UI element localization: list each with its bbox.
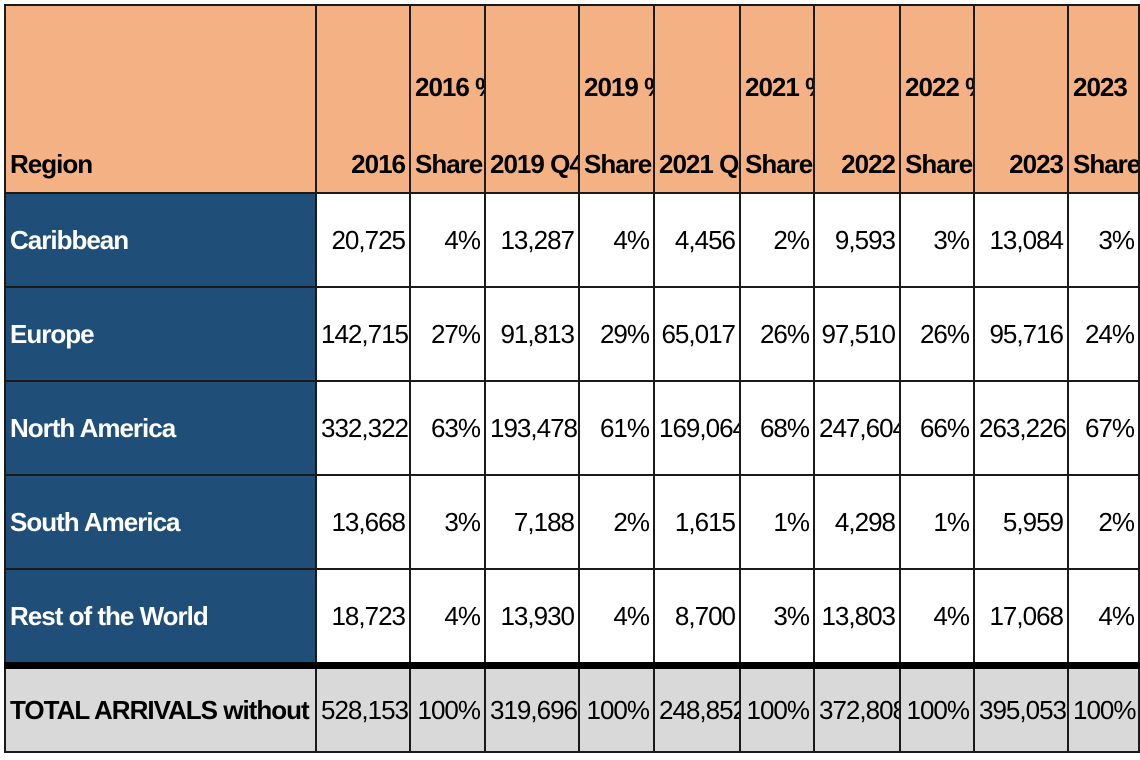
total-2021: 248,852: [653, 662, 741, 753]
table-row: Caribbean 20,725 4% 13,287 4% 4,456 2% 9…: [4, 192, 1140, 288]
header-2022-share-line2: Share: [905, 149, 973, 179]
value-2021: 4,456: [653, 192, 741, 288]
share-2021: 1%: [739, 474, 815, 570]
value-2021: 1,615: [653, 474, 741, 570]
header-2022: 2022: [813, 4, 901, 194]
value-2023: 13,084: [973, 192, 1069, 288]
arrivals-by-region-table: Region 2016 2016 % Share 2019 Q4 2019 % Sh…: [4, 4, 1140, 753]
value-2016: 13,668: [315, 474, 411, 570]
share-2016: 4%: [409, 568, 486, 667]
total-share-2019: 100%: [578, 662, 655, 753]
region-cell: North America: [4, 380, 317, 476]
header-2023-share-line1: 2023: [1073, 72, 1128, 102]
header-2022-share-line1: 2022 %: [905, 72, 972, 102]
total-2019: 319,696: [484, 662, 580, 753]
share-2021: 3%: [739, 568, 815, 667]
header-2022-share: 2022 % Share: [899, 4, 975, 194]
value-2022: 9,593: [813, 192, 901, 288]
share-2016: 3%: [409, 474, 486, 570]
share-2022: 4%: [899, 568, 975, 667]
value-2021: 8,700: [653, 568, 741, 667]
total-share-2021: 100%: [739, 662, 815, 753]
share-2016: 27%: [409, 286, 486, 382]
value-2022: 13,803: [813, 568, 901, 667]
total-share-2022: 100%: [899, 662, 975, 753]
header-2021-share-line2: Share: [745, 149, 813, 179]
share-2016: 4%: [409, 192, 486, 288]
value-2023: 5,959: [973, 474, 1069, 570]
value-2022: 247,604: [813, 380, 901, 476]
header-2023: 2023: [973, 4, 1069, 194]
value-2023: 263,226: [973, 380, 1069, 476]
value-2019: 13,287: [484, 192, 580, 288]
share-2022: 3%: [899, 192, 975, 288]
value-2021: 65,017: [653, 286, 741, 382]
header-2019-share-line2: Share: [584, 149, 652, 179]
share-2019: 4%: [578, 568, 655, 667]
share-2022: 1%: [899, 474, 975, 570]
share-2023: 67%: [1067, 380, 1140, 476]
header-region: Region: [4, 4, 317, 194]
arrivals-table-container: Region 2016 2016 % Share 2019 Q4 2019 % Sh…: [4, 4, 1140, 756]
total-2016: 528,153: [315, 662, 411, 753]
header-row: Region 2016 2016 % Share 2019 Q4 2019 % Sh…: [4, 4, 1140, 194]
value-2016: 142,715: [315, 286, 411, 382]
table-row: Europe 142,715 27% 91,813 29% 65,017 26%…: [4, 286, 1140, 382]
share-2023: 3%: [1067, 192, 1140, 288]
value-2023: 95,716: [973, 286, 1069, 382]
share-2023: 2%: [1067, 474, 1140, 570]
share-2019: 2%: [578, 474, 655, 570]
region-cell: Europe: [4, 286, 317, 382]
share-2021: 26%: [739, 286, 815, 382]
header-2021-q4: 2021 Q4: [653, 4, 741, 194]
header-2021-share-line1: 2021 %: [745, 72, 812, 102]
header-2023-share: 2023 Share: [1067, 4, 1140, 194]
total-label: TOTAL ARRIVALS without Resident: [4, 662, 317, 753]
region-cell: Rest of the World: [4, 568, 317, 667]
share-2023: 4%: [1067, 568, 1140, 667]
share-2023: 24%: [1067, 286, 1140, 382]
total-2023: 395,053: [973, 662, 1069, 753]
value-2019: 13,930: [484, 568, 580, 667]
share-2022: 66%: [899, 380, 975, 476]
value-2016: 20,725: [315, 192, 411, 288]
table-row: South America 13,668 3% 7,188 2% 1,615 1…: [4, 474, 1140, 570]
value-2022: 97,510: [813, 286, 901, 382]
value-2016: 332,322: [315, 380, 411, 476]
table-row: Rest of the World 18,723 4% 13,930 4% 8,…: [4, 568, 1140, 667]
value-2016: 18,723: [315, 568, 411, 667]
value-2022: 4,298: [813, 474, 901, 570]
share-2021: 2%: [739, 192, 815, 288]
value-2019: 193,478: [484, 380, 580, 476]
share-2021: 68%: [739, 380, 815, 476]
header-2016-share-line1: 2016 %: [415, 72, 483, 102]
header-2019-share-line1: 2019 %: [584, 72, 652, 102]
region-cell: Caribbean: [4, 192, 317, 288]
value-2023: 17,068: [973, 568, 1069, 667]
share-2019: 61%: [578, 380, 655, 476]
share-2022: 26%: [899, 286, 975, 382]
header-2016: 2016: [315, 4, 411, 194]
total-share-2016: 100%: [409, 662, 486, 753]
total-row: TOTAL ARRIVALS without Resident 528,153 …: [4, 662, 1140, 753]
total-2022: 372,808: [813, 662, 901, 753]
value-2019: 91,813: [484, 286, 580, 382]
header-2019-share: 2019 % Share: [578, 4, 655, 194]
header-2016-share: 2016 % Share: [409, 4, 486, 194]
share-2019: 4%: [578, 192, 655, 288]
share-2016: 63%: [409, 380, 486, 476]
table-row: North America 332,322 63% 193,478 61% 16…: [4, 380, 1140, 476]
region-cell: South America: [4, 474, 317, 570]
value-2019: 7,188: [484, 474, 580, 570]
value-2021: 169,064: [653, 380, 741, 476]
header-2016-share-line2: Share: [415, 149, 483, 179]
header-2021-share: 2021 % Share: [739, 4, 815, 194]
header-2023-share-line2: Share: [1073, 149, 1139, 179]
share-2019: 29%: [578, 286, 655, 382]
total-share-2023: 100%: [1067, 662, 1140, 753]
header-2019-q4: 2019 Q4: [484, 4, 580, 194]
